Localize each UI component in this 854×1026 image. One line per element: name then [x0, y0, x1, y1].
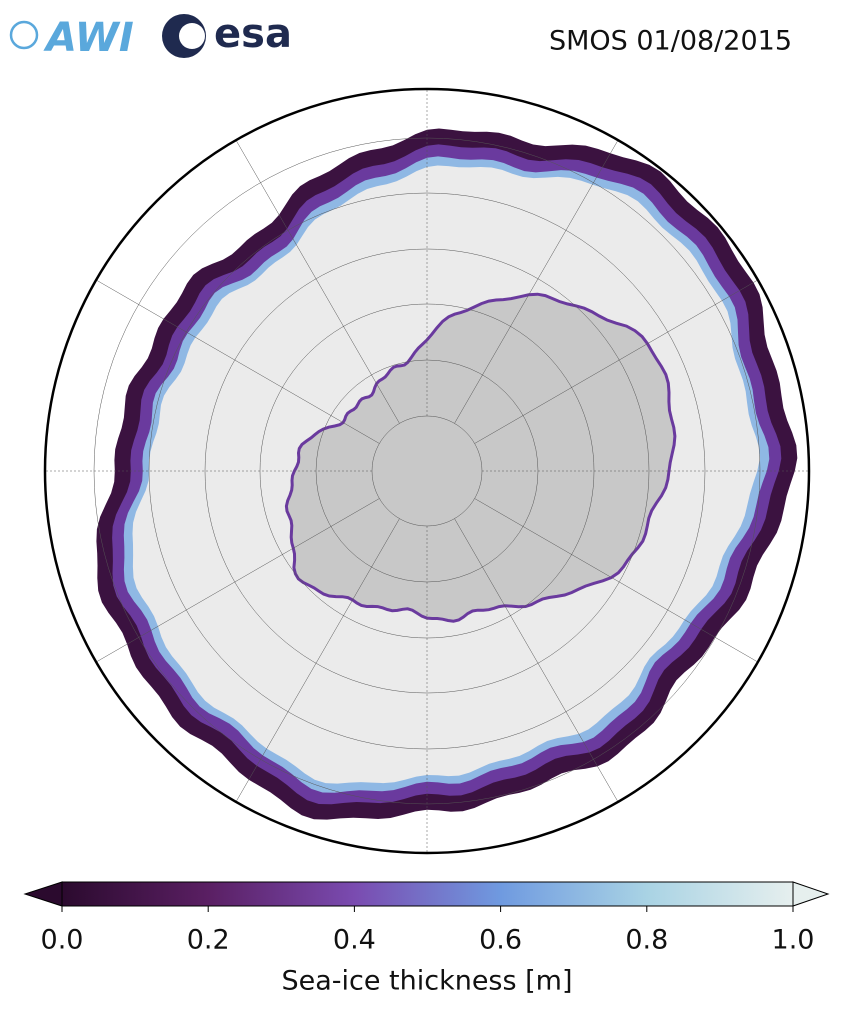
colorbar: 0.0 0.2 0.4 0.6 0.8 1.0 — [23, 881, 830, 956]
map-border — [43, 87, 811, 855]
map — [45, 89, 809, 853]
colorbar-tick-label: 1.0 — [772, 925, 815, 956]
esa-logo-text: esa — [214, 11, 292, 57]
colorbar-label: Sea-ice thickness [m] — [281, 966, 572, 997]
colorbar-extend-low — [23, 881, 63, 907]
title: SMOS 01/08/2015 — [549, 26, 792, 57]
esa-logo: esa — [162, 11, 292, 58]
colorbar-tick-label: 0.4 — [333, 925, 376, 956]
graticule — [96, 498, 380, 663]
colorbar-tick-label: 0.8 — [625, 925, 668, 956]
awi-logo-text: AWI — [43, 15, 134, 61]
colorbar-tick-label: 0.2 — [187, 925, 230, 956]
graticule — [148, 192, 706, 750]
colorbar-extend-high — [792, 881, 830, 907]
colorbar-bar — [61, 881, 794, 907]
graticule — [454, 518, 619, 802]
graticule — [96, 279, 380, 444]
awi-logo: AWI — [9, 15, 134, 61]
colorbar-tick-label: 0.0 — [41, 925, 84, 956]
graticule — [474, 498, 758, 663]
colorbar-tick-label: 0.6 — [479, 925, 522, 956]
graticule — [235, 140, 400, 424]
graticule — [235, 518, 400, 802]
graticule — [474, 279, 758, 444]
graticule — [204, 248, 650, 694]
graticule — [454, 140, 619, 424]
